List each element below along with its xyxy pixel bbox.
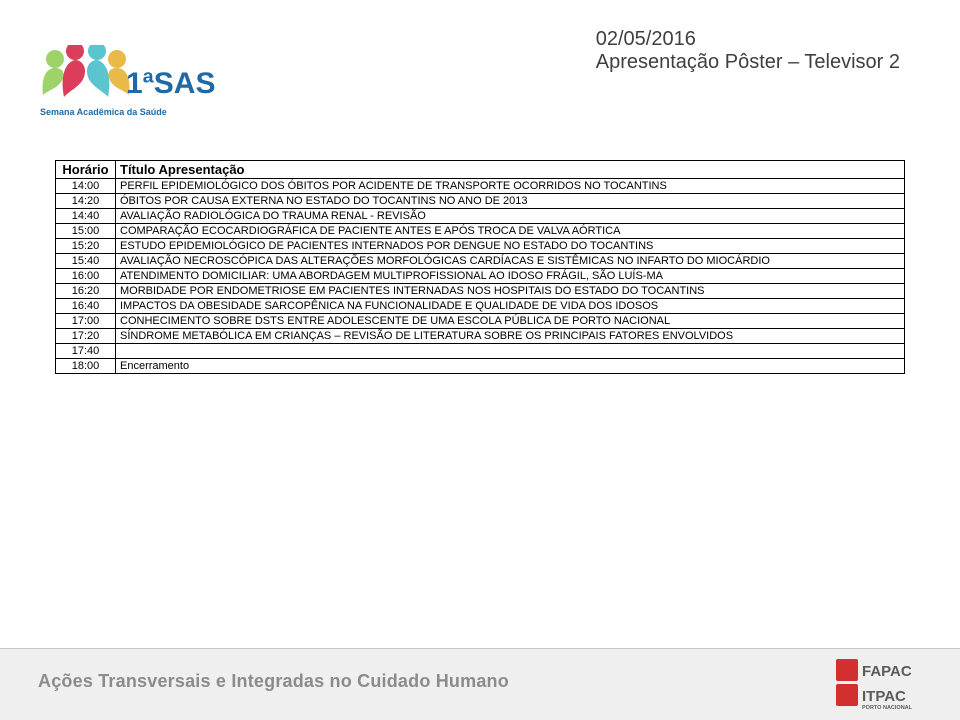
- sponsor-sub: PORTO NACIONAL: [862, 705, 913, 711]
- cell-title: SÍNDROME METABÓLICA EM CRIANÇAS – REVISÃ…: [116, 329, 905, 344]
- cell-time: 17:00: [56, 314, 116, 329]
- cell-time: 17:40: [56, 344, 116, 359]
- sponsor-logo: FAPAC ITPAC PORTO NACIONAL: [836, 659, 926, 711]
- logo-petals-icon: [43, 45, 130, 97]
- header-subtitle: Apresentação Pôster – Televisor 2: [596, 51, 900, 74]
- cell-title: IMPACTOS DA OBESIDADE SARCOPÊNICA NA FUN…: [116, 299, 905, 314]
- col-header-time: Horário: [56, 161, 116, 179]
- cell-time: 15:20: [56, 239, 116, 254]
- table-row: 17:40: [56, 344, 905, 359]
- cell-title: ÓBITOS POR CAUSA EXTERNA NO ESTADO DO TO…: [116, 194, 905, 209]
- table-row: 16:00ATENDIMENTO DOMICILIAR: UMA ABORDAG…: [56, 269, 905, 284]
- cell-time: 14:40: [56, 209, 116, 224]
- footer: Ações Transversais e Integradas no Cuida…: [0, 648, 960, 720]
- cell-title: AVALIAÇÃO RADIOLÓGICA DO TRAUMA RENAL - …: [116, 209, 905, 224]
- page: 1ªSAS Semana Acadêmica da Saúde 02/05/20…: [0, 0, 960, 720]
- table-row: 14:00PERFIL EPIDEMIOLÓGICO DOS ÓBITOS PO…: [56, 179, 905, 194]
- table-row: 15:20ESTUDO EPIDEMIOLÓGICO DE PACIENTES …: [56, 239, 905, 254]
- table-row: 17:20SÍNDROME METABÓLICA EM CRIANÇAS – R…: [56, 329, 905, 344]
- header-right: 02/05/2016 Apresentação Pôster – Televis…: [596, 28, 900, 74]
- cell-title: COMPARAÇÃO ECOCARDIOGRÁFICA DE PACIENTE …: [116, 224, 905, 239]
- cell-time: 16:20: [56, 284, 116, 299]
- footer-tagline: Ações Transversais e Integradas no Cuida…: [38, 671, 509, 692]
- table-row: 15:00COMPARAÇÃO ECOCARDIOGRÁFICA DE PACI…: [56, 224, 905, 239]
- cell-time: 18:00: [56, 359, 116, 374]
- cell-time: 15:00: [56, 224, 116, 239]
- event-logo: 1ªSAS Semana Acadêmica da Saúde: [30, 45, 215, 140]
- schedule-table: Horário Título Apresentação 14:00PERFIL …: [55, 160, 905, 374]
- logo-title: 1ªSAS: [126, 67, 215, 100]
- cell-time: 16:00: [56, 269, 116, 284]
- cell-title: PERFIL EPIDEMIOLÓGICO DOS ÓBITOS POR ACI…: [116, 179, 905, 194]
- table-row: 14:40AVALIAÇÃO RADIOLÓGICA DO TRAUMA REN…: [56, 209, 905, 224]
- logo-subtitle: Semana Acadêmica da Saúde: [40, 107, 167, 117]
- cell-time: 17:20: [56, 329, 116, 344]
- header-date: 02/05/2016: [596, 28, 900, 51]
- col-header-title: Título Apresentação: [116, 161, 905, 179]
- sponsor-top: FAPAC: [862, 663, 912, 680]
- cell-title: AVALIAÇÃO NECROSCÓPICA DAS ALTERAÇÕES MO…: [116, 254, 905, 269]
- cell-title: CONHECIMENTO SOBRE DSTS ENTRE ADOLESCENT…: [116, 314, 905, 329]
- table-row: 18:00Encerramento: [56, 359, 905, 374]
- cell-title: ATENDIMENTO DOMICILIAR: UMA ABORDAGEM MU…: [116, 269, 905, 284]
- cell-time: 15:40: [56, 254, 116, 269]
- table-row: 14:20ÓBITOS POR CAUSA EXTERNA NO ESTADO …: [56, 194, 905, 209]
- cell-title: MORBIDADE POR ENDOMETRIOSE EM PACIENTES …: [116, 284, 905, 299]
- cell-time: 14:20: [56, 194, 116, 209]
- cell-title: Encerramento: [116, 359, 905, 374]
- cell-title: ESTUDO EPIDEMIOLÓGICO DE PACIENTES INTER…: [116, 239, 905, 254]
- table-row: 16:40IMPACTOS DA OBESIDADE SARCOPÊNICA N…: [56, 299, 905, 314]
- cell-time: 16:40: [56, 299, 116, 314]
- cell-title: [116, 344, 905, 359]
- table-row: 17:00CONHECIMENTO SOBRE DSTS ENTRE ADOLE…: [56, 314, 905, 329]
- table-row: 16:20MORBIDADE POR ENDOMETRIOSE EM PACIE…: [56, 284, 905, 299]
- sponsor-bottom: ITPAC: [862, 688, 906, 705]
- table-header-row: Horário Título Apresentação: [56, 161, 905, 179]
- table-row: 15:40AVALIAÇÃO NECROSCÓPICA DAS ALTERAÇÕ…: [56, 254, 905, 269]
- cell-time: 14:00: [56, 179, 116, 194]
